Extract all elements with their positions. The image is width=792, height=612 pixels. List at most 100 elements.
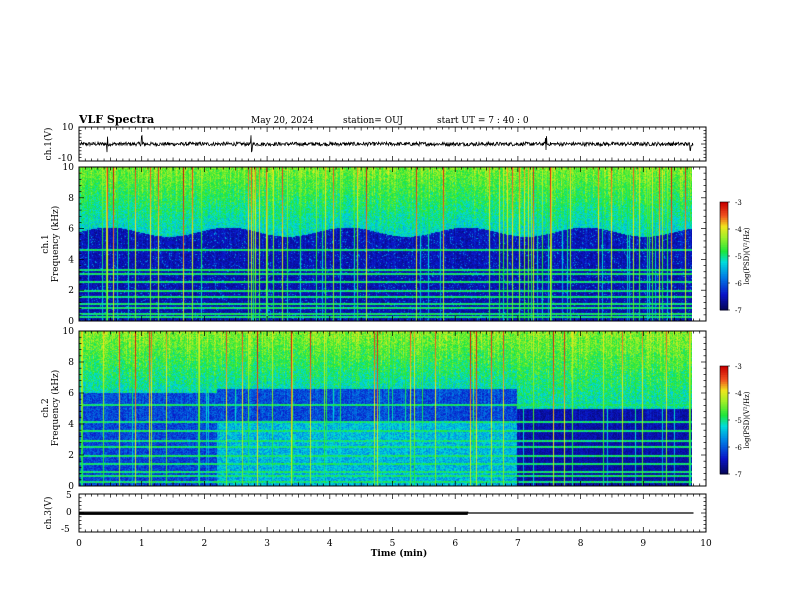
- ch1-spectrogram-image: [79, 167, 692, 321]
- ch1-waveform-panel: 10 -10 ch.1(V): [43, 123, 707, 164]
- colorbar-swatch: [720, 304, 728, 307]
- colorbar-swatch: [720, 223, 728, 226]
- colorbar-swatch: [720, 461, 728, 464]
- ch1-spectrogram-ytick-labels: 0 2 4 6 8 10: [63, 163, 75, 327]
- colorbar-swatch: [720, 234, 728, 237]
- colorbar-swatch: [720, 245, 728, 248]
- colorbar-label: log(PSD)(V²/Hz): [743, 227, 751, 284]
- colorbar-swatch: [720, 211, 728, 214]
- colorbar-swatch: [720, 412, 728, 416]
- colorbar-swatch: [720, 380, 728, 383]
- colorbar-swatch: [720, 293, 728, 297]
- station-label: station= OUJ: [343, 116, 403, 126]
- colorbar-swatch: [720, 203, 728, 207]
- colorbar-swatch: [720, 272, 728, 275]
- colorbar-swatch: [720, 425, 728, 428]
- colorbar-swatch: [720, 434, 728, 437]
- ch3-ytick-bottom: -5: [61, 525, 70, 535]
- colorbar-swatch: [720, 418, 728, 421]
- freq-tick-label: 8: [68, 194, 74, 204]
- colorbar-swatch: [720, 212, 728, 216]
- ch1-spectrogram-ticks: [78, 166, 707, 322]
- freq-tick-label: 6: [68, 225, 74, 235]
- colorbar-swatch: [720, 259, 728, 262]
- colorbar-swatch: [720, 268, 728, 271]
- freq-tick-label: 2: [68, 286, 74, 296]
- ch2-spectrogram-image: [79, 331, 692, 486]
- ch2-spectrogram-ylabel: Frequency (kHz): [50, 370, 61, 447]
- colorbar-swatch: [720, 250, 728, 253]
- colorbar-swatch: [720, 465, 728, 468]
- ch1-spectrogram-ylabel: Frequency (kHz): [50, 206, 61, 283]
- colorbar-swatch: [720, 283, 728, 286]
- colorbar-swatch: [720, 232, 728, 235]
- freq-tick-label: 6: [68, 389, 74, 399]
- colorbar-swatch: [720, 430, 728, 434]
- colorbar-swatch: [720, 436, 728, 439]
- ch1-waveform-plot: [79, 134, 694, 153]
- ch2-spectrogram-channel-label: ch.2: [41, 398, 51, 417]
- colorbar-swatch: [720, 274, 728, 277]
- time-tick-label: 0: [76, 539, 82, 549]
- colorbar-swatch: [720, 366, 728, 369]
- colorbar-swatch: [720, 295, 728, 298]
- colorbar-label: log(PSD)(V²/Hz): [743, 391, 751, 448]
- colorbar-swatch: [720, 423, 728, 426]
- colorbar-swatch: [720, 456, 728, 459]
- ch1-waveform-ylabel: ch.1(V): [43, 128, 54, 161]
- ch3-waveform-trace: [79, 511, 694, 514]
- colorbar-swatch: [720, 247, 728, 250]
- freq-tick-label: 10: [63, 163, 75, 173]
- ch1-spectrogram-channel-label: ch.1: [41, 234, 51, 253]
- colorbar-swatch: [720, 270, 728, 273]
- ch1-ytick-top: 10: [62, 123, 74, 133]
- ch2-spectrogram-panel: 0 2 4 6 8 10 ch.2 Frequency (kHz) -3 -4 -5 -6 -7 l…: [41, 327, 751, 492]
- time-tick-label: 2: [202, 539, 208, 549]
- colorbar-tick-label: -3: [735, 363, 742, 371]
- colorbar-swatch: [720, 472, 728, 475]
- colorbar-swatch: [720, 281, 728, 284]
- colorbar-swatch: [720, 409, 728, 412]
- colorbar-swatch: [720, 229, 728, 232]
- colorbar-swatch: [720, 402, 728, 405]
- colorbar-swatch: [720, 205, 728, 208]
- colorbar-swatch: [720, 216, 728, 219]
- ch3-waveform-ylabel: ch.3(V): [43, 497, 54, 530]
- colorbar-swatch: [720, 236, 728, 239]
- colorbar-swatch: [720, 376, 728, 380]
- time-tick-label: 9: [640, 539, 646, 549]
- colorbar-swatch: [720, 468, 728, 471]
- freq-tick-label: 10: [63, 327, 75, 337]
- colorbar-swatch: [720, 385, 728, 389]
- freq-tick-label: 4: [68, 420, 74, 430]
- colorbar-swatch: [720, 225, 728, 228]
- colorbar-swatch: [720, 297, 728, 300]
- figure-title: VLF Spectra: [78, 113, 154, 126]
- ch1-colorbar: -3 -4 -5 -6 -7 log(PSD)(V²/Hz): [719, 199, 751, 315]
- colorbar-swatch: [720, 292, 728, 295]
- colorbar-swatch: [720, 443, 728, 446]
- colorbar-swatch: [720, 265, 728, 268]
- time-tick-label: 1: [139, 539, 145, 549]
- freq-tick-label: 8: [68, 358, 74, 368]
- date-label: May 20, 2024: [251, 116, 314, 126]
- colorbar-swatch: [720, 398, 728, 401]
- time-tick-label: 4: [327, 539, 333, 549]
- colorbar-swatch: [720, 227, 728, 230]
- colorbar-swatch: [720, 286, 728, 289]
- ch3-waveform-panel: 5 0 -5 ch.3(V) 0 1 2 3 4 5 6 7 8 9 10 Time (min): [43, 491, 712, 559]
- colorbar-tick-label: -3: [735, 199, 742, 207]
- start-time-label: start UT = 7 : 40 : 0: [437, 116, 529, 126]
- colorbar-tick-label: -6: [735, 280, 742, 288]
- colorbar-swatch: [720, 302, 728, 306]
- colorbar-swatch: [720, 207, 728, 210]
- colorbar-swatch: [720, 378, 728, 381]
- ch2-spectrogram-ytick-labels: 0 2 4 6 8 10: [63, 327, 75, 492]
- colorbar-swatch: [720, 221, 728, 225]
- colorbar-swatch: [720, 470, 728, 473]
- colorbar-swatch: [720, 441, 728, 444]
- colorbar-swatch: [720, 447, 728, 450]
- colorbar-swatch: [720, 256, 728, 259]
- colorbar-swatch: [720, 238, 728, 241]
- colorbar-swatch: [720, 427, 728, 430]
